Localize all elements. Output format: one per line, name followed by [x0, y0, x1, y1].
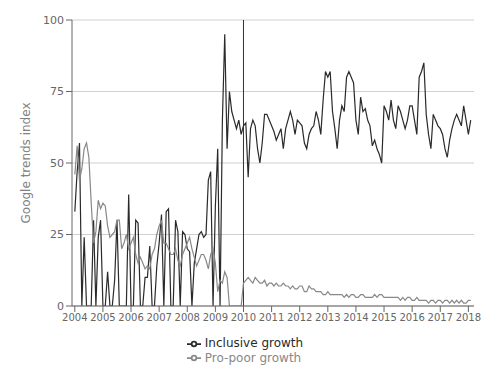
svg-text:2013: 2013 — [315, 312, 340, 323]
svg-text:2007: 2007 — [146, 312, 171, 323]
svg-text:75: 75 — [50, 85, 64, 98]
svg-text:2004: 2004 — [62, 312, 87, 323]
svg-text:2015: 2015 — [371, 312, 396, 323]
svg-text:2005: 2005 — [90, 312, 115, 323]
svg-text:2009: 2009 — [203, 312, 228, 323]
svg-text:2014: 2014 — [343, 312, 368, 323]
svg-text:2011: 2011 — [259, 312, 284, 323]
svg-text:2017: 2017 — [428, 312, 453, 323]
svg-text:2012: 2012 — [287, 312, 312, 323]
svg-text:2006: 2006 — [118, 312, 143, 323]
svg-text:0: 0 — [57, 300, 64, 313]
html-text:Inclusive growth: Inclusive growth — [204, 336, 304, 350]
svg-text:100: 100 — [43, 14, 64, 27]
svg-text:2018: 2018 — [456, 312, 481, 323]
html-text:Pro-poor growth: Pro-poor growth — [204, 350, 302, 365]
svg-text:50: 50 — [50, 157, 64, 170]
svg-text:2008: 2008 — [175, 312, 200, 323]
svg-text:25: 25 — [50, 228, 64, 241]
svg-text:2010: 2010 — [231, 312, 256, 323]
svg-text:Google trends index: Google trends index — [19, 102, 33, 223]
svg-text:2016: 2016 — [399, 312, 424, 323]
